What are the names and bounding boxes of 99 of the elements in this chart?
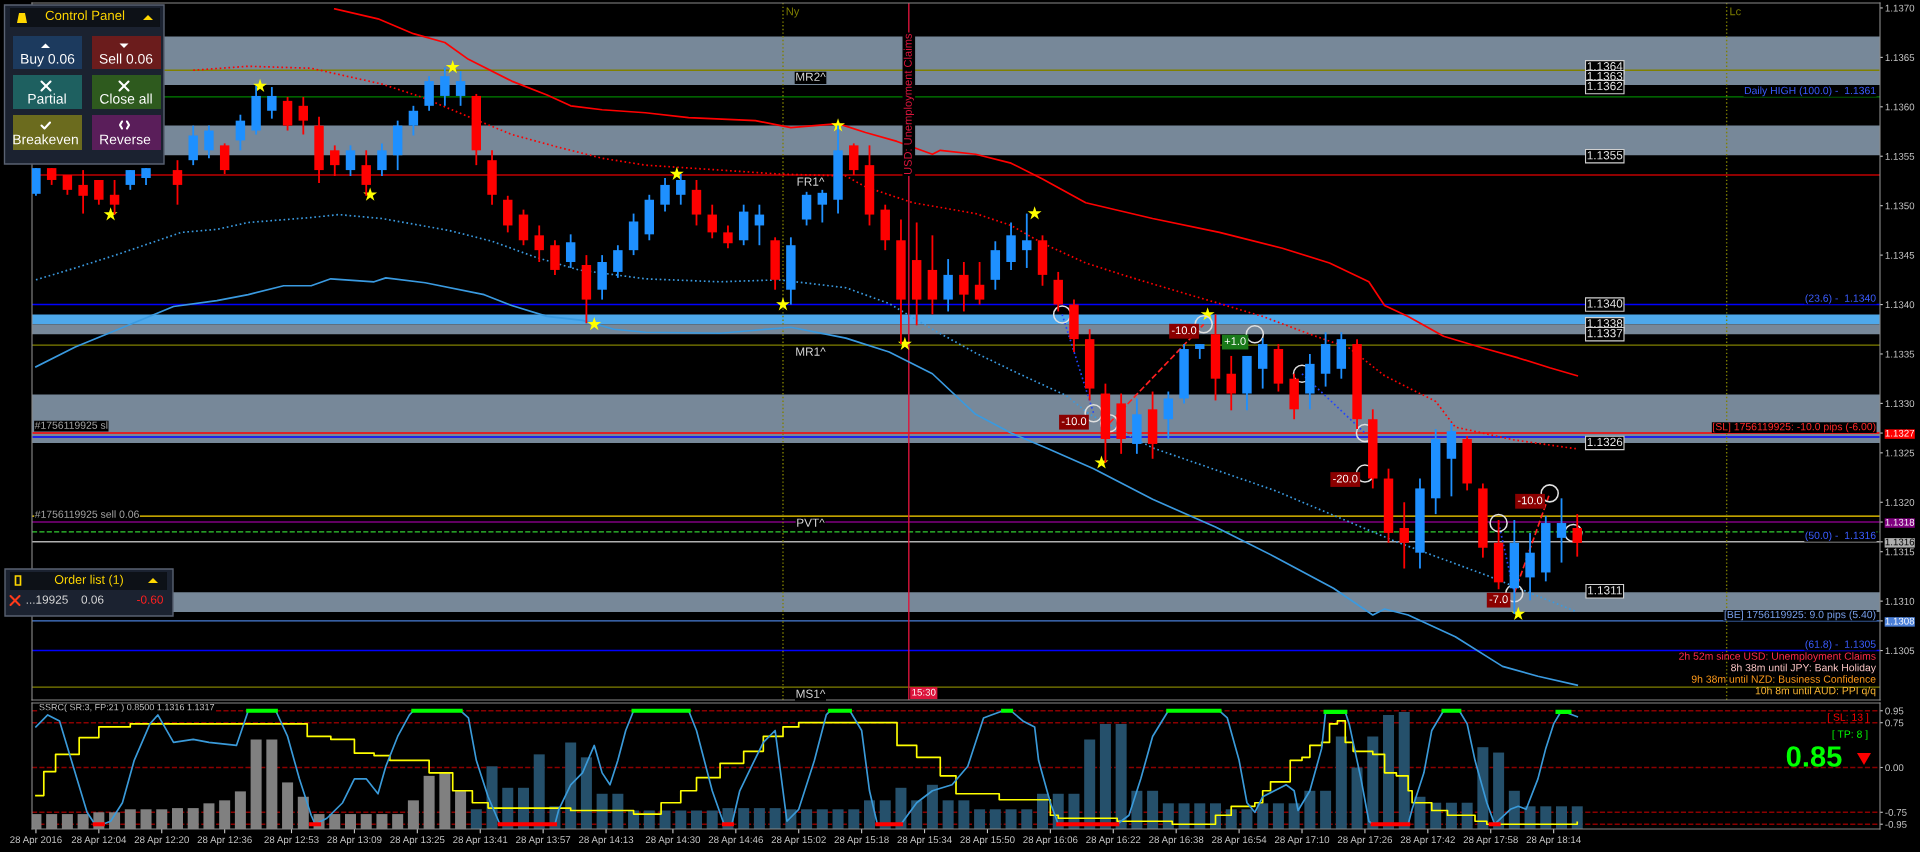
x-tick-label: 28 Apr 15:50 bbox=[960, 836, 1015, 846]
annotation: Daily HIGH (100.0) - 1.1361 bbox=[1744, 86, 1876, 97]
y-tick-label: 1.1370 bbox=[1885, 4, 1915, 12]
x-tick-label: 28 Apr 15:34 bbox=[897, 836, 952, 846]
annotation: #1756119925 sell 0.06 bbox=[34, 510, 139, 518]
y-tick-label: 1.1305 bbox=[1885, 647, 1915, 655]
y-tick-label: 1.1330 bbox=[1885, 400, 1915, 408]
x-tick-label: 28 Apr 13:09 bbox=[327, 836, 382, 846]
annotation: -20.0 bbox=[1333, 474, 1358, 483]
annotation: -7.0 bbox=[1489, 595, 1508, 604]
chart-title: SSRC( SR:3, FP:21 ) 0.8500 1.1316 1.1317 bbox=[39, 703, 215, 713]
x-tick-label: 28 Apr 17:58 bbox=[1463, 836, 1518, 846]
annotation: 1.1364 bbox=[1587, 62, 1623, 71]
annotation: #1756119925 sl bbox=[34, 421, 108, 429]
annotation: Buy 0.06 bbox=[21, 53, 75, 67]
ref-line-label: Lc bbox=[1730, 7, 1741, 16]
annotation: [ SL: 13 ] bbox=[1827, 713, 1869, 723]
x-tick-label: 28 Apr 12:36 bbox=[197, 836, 252, 846]
y-tick-label: 1.1335 bbox=[1885, 350, 1915, 358]
x-tick-label: 28 Apr 18:14 bbox=[1526, 836, 1581, 846]
y-tick-label: 1.1315 bbox=[1885, 548, 1915, 556]
y-tick-label: -0.75 bbox=[1885, 809, 1907, 816]
annotation: [SL] 1756119925: -10.0 pips (-6.00) bbox=[1713, 422, 1876, 433]
annotation: Sell 0.06 bbox=[99, 53, 153, 64]
x-tick-label: 28 Apr 12:20 bbox=[134, 836, 189, 846]
y-tick-label: 1.1327 bbox=[1885, 429, 1915, 437]
x-tick-label: 28 Apr 16:38 bbox=[1149, 836, 1204, 846]
annotation: -0.60 bbox=[137, 595, 163, 604]
y-tick-label: 1.1350 bbox=[1885, 202, 1915, 210]
x-tick-label: 28 Apr 13:41 bbox=[453, 836, 508, 846]
annotation: (50.0) - 1.1316 bbox=[1805, 531, 1876, 542]
y-tick-label: 0.95 bbox=[1885, 707, 1904, 715]
annotation: -10.0 bbox=[1061, 417, 1087, 426]
y-tick-label: -0.95 bbox=[1885, 820, 1907, 828]
y-tick-label: 1.1316 bbox=[1885, 538, 1915, 546]
annotation: ...19925 bbox=[26, 595, 68, 604]
annotation: -10.0 bbox=[1171, 326, 1197, 335]
x-tick-label: 28 Apr 17:10 bbox=[1274, 836, 1330, 846]
annotation: -10.0 bbox=[1517, 496, 1543, 505]
annotation: MR1^ bbox=[796, 347, 826, 356]
x-tick-label: 28 Apr 14:46 bbox=[708, 836, 763, 846]
x-tick-label: 28 Apr 13:57 bbox=[516, 836, 571, 846]
annotation: 9h 38m until NZD: Business Confidence bbox=[1691, 675, 1876, 683]
x-tick-label: 28 Apr 17:26 bbox=[1337, 836, 1393, 846]
annotation: +1.0 bbox=[1224, 337, 1246, 346]
annotation: 1.1338 bbox=[1587, 319, 1623, 328]
y-tick-label: 1.1345 bbox=[1885, 251, 1915, 259]
y-tick-label: 1.1318 bbox=[1885, 518, 1915, 526]
y-tick-label: 1.1310 bbox=[1885, 597, 1915, 605]
annotation: 1.1326 bbox=[1587, 437, 1623, 447]
annotation: PVT^ bbox=[797, 518, 825, 527]
y-tick-label: 1.1308 bbox=[1885, 617, 1915, 625]
y-tick-label: 1.1320 bbox=[1885, 499, 1915, 506]
y-tick-label: 1.1325 bbox=[1885, 449, 1915, 457]
annotation: 1.1340 bbox=[1587, 299, 1623, 308]
annotation: 1.1355 bbox=[1587, 151, 1623, 160]
annotation: 15:30 bbox=[912, 688, 936, 696]
annotation: 1.1337 bbox=[1587, 329, 1623, 338]
annotation: 0.06 bbox=[81, 595, 104, 604]
x-tick-label: 28 Apr 13:25 bbox=[390, 836, 445, 846]
annotation: [BE] 1756119925: 9.0 pips (5.40) bbox=[1724, 610, 1876, 621]
annotation: (23.6) - 1.1340 bbox=[1805, 294, 1876, 304]
x-tick-label: 28 Apr 17:42 bbox=[1400, 836, 1455, 846]
annotation: 1.1363 bbox=[1587, 71, 1623, 81]
annotation: 8h 38m until JPY: Bank Holiday bbox=[1731, 663, 1876, 674]
annotation: [ TP: 8 ] bbox=[1832, 730, 1868, 740]
x-tick-label: 28 Apr 16:06 bbox=[1023, 836, 1078, 846]
annotation: MR2^ bbox=[796, 72, 826, 81]
x-tick-label: 28 Apr 16:22 bbox=[1086, 836, 1141, 846]
x-tick-label: 28 Apr 14:30 bbox=[645, 836, 701, 846]
annotation: 2h 52m since USD: Unemployment Claims bbox=[1679, 652, 1876, 662]
ref-line-label: USD: Unemployment Claims bbox=[903, 33, 914, 175]
annotation: 1.1362 bbox=[1587, 81, 1623, 91]
annotation: Order list (1) bbox=[54, 574, 123, 587]
annotation: Control Panel bbox=[45, 10, 125, 21]
annotation: MS1^ bbox=[796, 689, 826, 698]
y-tick-label: 0.75 bbox=[1885, 719, 1904, 727]
y-tick-label: 1.1365 bbox=[1885, 54, 1915, 61]
annotation: 0.85 bbox=[1786, 746, 1842, 767]
y-tick-label: 1.1340 bbox=[1885, 301, 1915, 309]
annotation: 1.1311 bbox=[1588, 586, 1622, 595]
x-tick-label: 28 Apr 15:02 bbox=[771, 836, 826, 846]
x-tick-label: 28 Apr 2016 bbox=[10, 836, 62, 846]
x-tick-label: 28 Apr 14:13 bbox=[578, 836, 634, 846]
ref-line-label: Ny bbox=[786, 7, 800, 18]
annotation: Partial bbox=[28, 93, 66, 104]
annotation: (61.8) - 1.1305 bbox=[1805, 640, 1876, 650]
annotation: Close all bbox=[100, 93, 152, 104]
x-tick-label: 28 Apr 15:18 bbox=[834, 836, 889, 846]
y-tick-label: 0.00 bbox=[1885, 764, 1904, 772]
y-tick-label: 1.1355 bbox=[1885, 152, 1915, 160]
x-tick-label: 28 Apr 12:04 bbox=[71, 836, 127, 846]
x-tick-label: 28 Apr 12:53 bbox=[264, 836, 319, 846]
annotation: Breakeven bbox=[13, 134, 78, 145]
annotation: 10h 8m until AUD: PPI q/q bbox=[1755, 686, 1876, 697]
annotation: Reverse bbox=[100, 134, 151, 145]
annotation: FR1^ bbox=[797, 177, 825, 186]
y-tick-label: 1.1360 bbox=[1885, 103, 1915, 111]
x-tick-label: 28 Apr 16:54 bbox=[1212, 836, 1267, 846]
